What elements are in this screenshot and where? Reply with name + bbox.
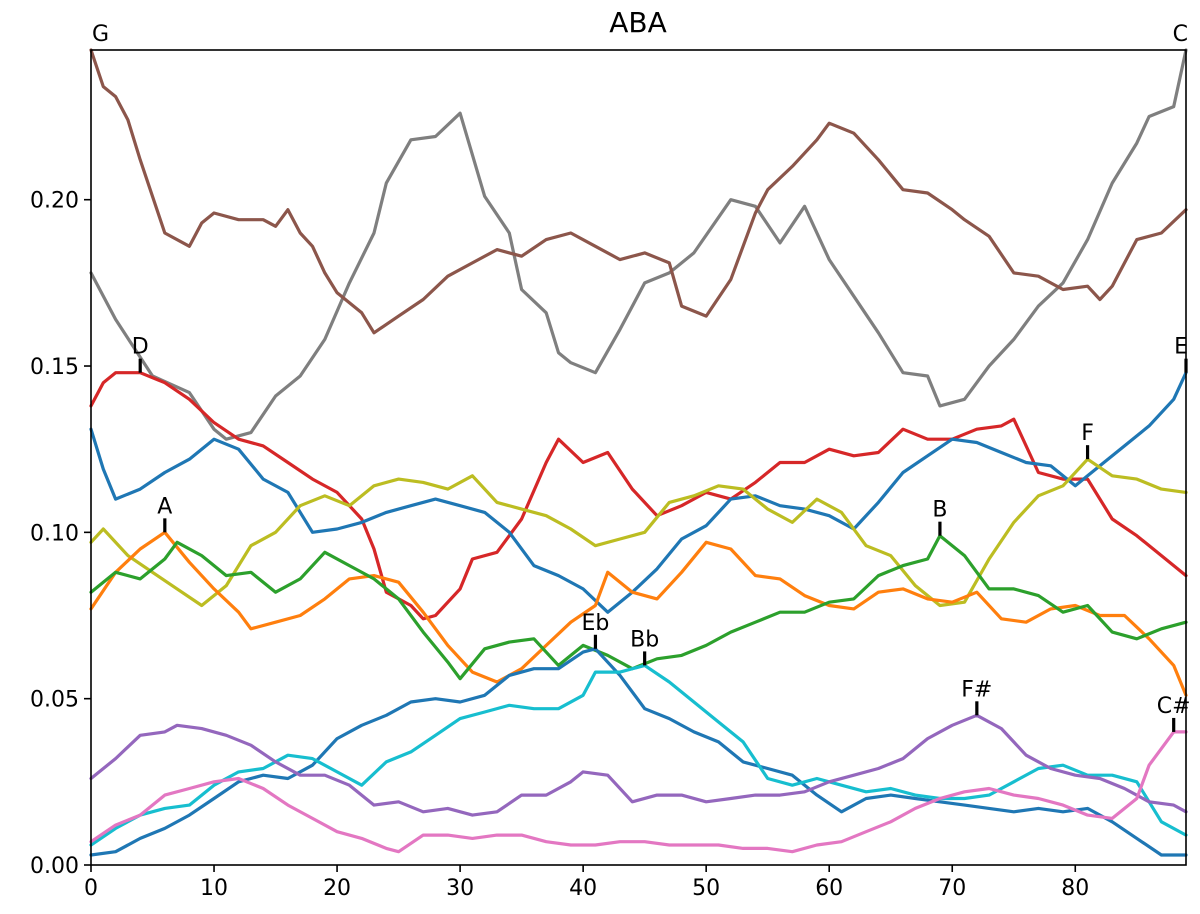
- annotation-layer: G C D E A F B Eb Bb F# C#: [92, 22, 1191, 732]
- plot-frame: [90, 49, 1187, 866]
- y-tick-label-1: 0.05: [30, 688, 79, 713]
- x-tick-label-10: 10: [200, 876, 228, 901]
- y-tick-label-0: 0.00: [30, 854, 79, 879]
- series-layer: [89, 48, 1188, 857]
- annotation-a-4-label: A: [157, 494, 172, 519]
- annotation-b-6-label: B: [932, 498, 947, 523]
- series-line-g-1: [89, 48, 1188, 335]
- x-tick-label-80: 80: [1061, 876, 1089, 901]
- chart-title: ABA: [609, 6, 667, 39]
- annotation-g-0-label: G: [92, 22, 109, 47]
- annotation-c-1-label: C: [1173, 22, 1188, 47]
- series-line-d-2: [89, 371, 1188, 621]
- y-axis: 0.00 0.05 0.10 0.15 0.20: [30, 189, 91, 879]
- annotation-f-sharp-9-label: F#: [961, 677, 992, 702]
- series-line-a-5: [89, 530, 1188, 697]
- series-line-f-sharp-9: [89, 713, 1188, 817]
- x-tick-label-30: 30: [446, 876, 474, 901]
- x-tick-label-50: 50: [692, 876, 720, 901]
- annotation-f-5-label: F: [1081, 421, 1094, 446]
- x-tick-label-20: 20: [323, 876, 351, 901]
- annotation-c-sharp-10-label: C#: [1157, 694, 1191, 719]
- x-tick-label-60: 60: [815, 876, 843, 901]
- x-tick-label-0: 0: [84, 876, 98, 901]
- x-tick-label-70: 70: [938, 876, 966, 901]
- series-line-c-0: [89, 48, 1188, 441]
- annotation-e-3-label: E: [1174, 335, 1188, 360]
- series-line-eb-7: [89, 647, 1188, 857]
- x-tick-label-40: 40: [569, 876, 597, 901]
- annotation-eb-7-label: Eb: [582, 611, 610, 636]
- series-line-b-6: [89, 534, 1188, 681]
- x-axis: 0 10 20 30 40 50 60 70 80: [84, 865, 1089, 901]
- series-line-c-sharp-10: [89, 730, 1188, 854]
- annotation-d-2-label: D: [132, 335, 149, 360]
- y-tick-label-4: 0.20: [30, 189, 79, 214]
- y-tick-label-3: 0.15: [30, 355, 79, 380]
- series-line-bb-8: [89, 663, 1188, 847]
- y-tick-label-2: 0.10: [30, 521, 79, 546]
- annotation-bb-8-label: Bb: [630, 627, 659, 652]
- series-line-f-4: [89, 457, 1188, 608]
